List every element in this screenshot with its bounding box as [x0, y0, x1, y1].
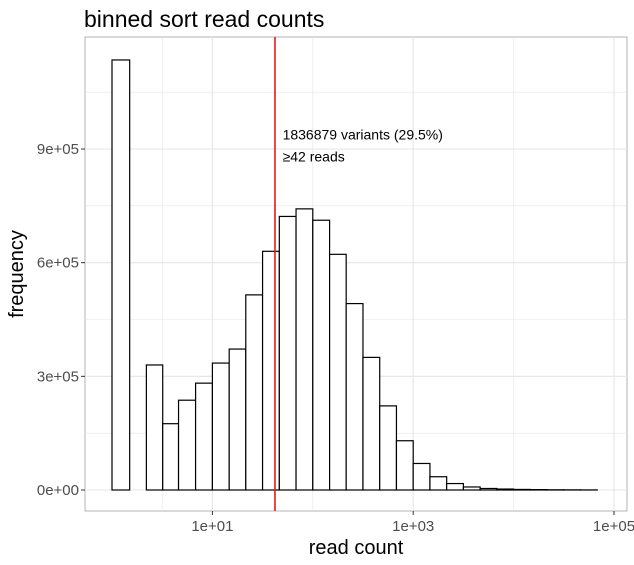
histogram-bar: [245, 294, 264, 491]
histogram-bar: [211, 362, 230, 491]
histogram-bar: [328, 253, 347, 491]
x-tick-label: 1e+05: [593, 518, 634, 535]
histogram-bar: [278, 215, 297, 491]
histogram-bar: [111, 59, 131, 491]
annotation-line: 1836879 variants (29.5%): [283, 127, 443, 143]
x-axis-title: read count: [309, 537, 404, 559]
histogram-bar: [395, 440, 414, 491]
histogram-bar: [228, 348, 247, 491]
histogram-bar: [345, 302, 364, 491]
x-axis-ticks: 1e+01 1e+03 1e+05: [191, 511, 634, 535]
x-tick-label: 1e+01: [191, 518, 233, 535]
histogram-bar: [479, 487, 498, 491]
histogram-bar: [379, 405, 398, 491]
histogram-bar: [462, 486, 481, 491]
histogram-bar: [312, 219, 331, 491]
y-tick-label: 0e+00: [37, 482, 79, 499]
y-tick-label: 3e+05: [37, 368, 79, 385]
histogram-bar: [446, 482, 464, 491]
chart-title: binned sort read counts: [84, 6, 324, 32]
histogram-bar: [162, 423, 180, 491]
histogram-bar: [261, 250, 280, 491]
histogram-bar: [362, 356, 381, 491]
histogram-bar: [145, 364, 164, 491]
y-tick-label: 9e+05: [37, 141, 79, 158]
histogram-bar: [177, 399, 197, 491]
histogram-bar: [429, 476, 448, 491]
x-tick-label: 1e+03: [392, 518, 434, 535]
histogram-bar: [194, 382, 213, 491]
y-axis-ticks: 0e+00 3e+05 6e+05 9e+05: [37, 141, 85, 499]
histogram-bar: [512, 488, 531, 491]
y-tick-label: 6e+05: [37, 255, 79, 272]
annotation-line: ≥42 reads: [283, 149, 345, 165]
histogram-bar: [496, 488, 515, 491]
y-axis-title: frequency: [6, 230, 28, 318]
histogram-bar: [295, 208, 314, 491]
histogram-bars: [111, 59, 598, 491]
histogram-bar: [412, 462, 431, 491]
annotation: 1836879 variants (29.5%) ≥42 reads: [283, 127, 443, 165]
